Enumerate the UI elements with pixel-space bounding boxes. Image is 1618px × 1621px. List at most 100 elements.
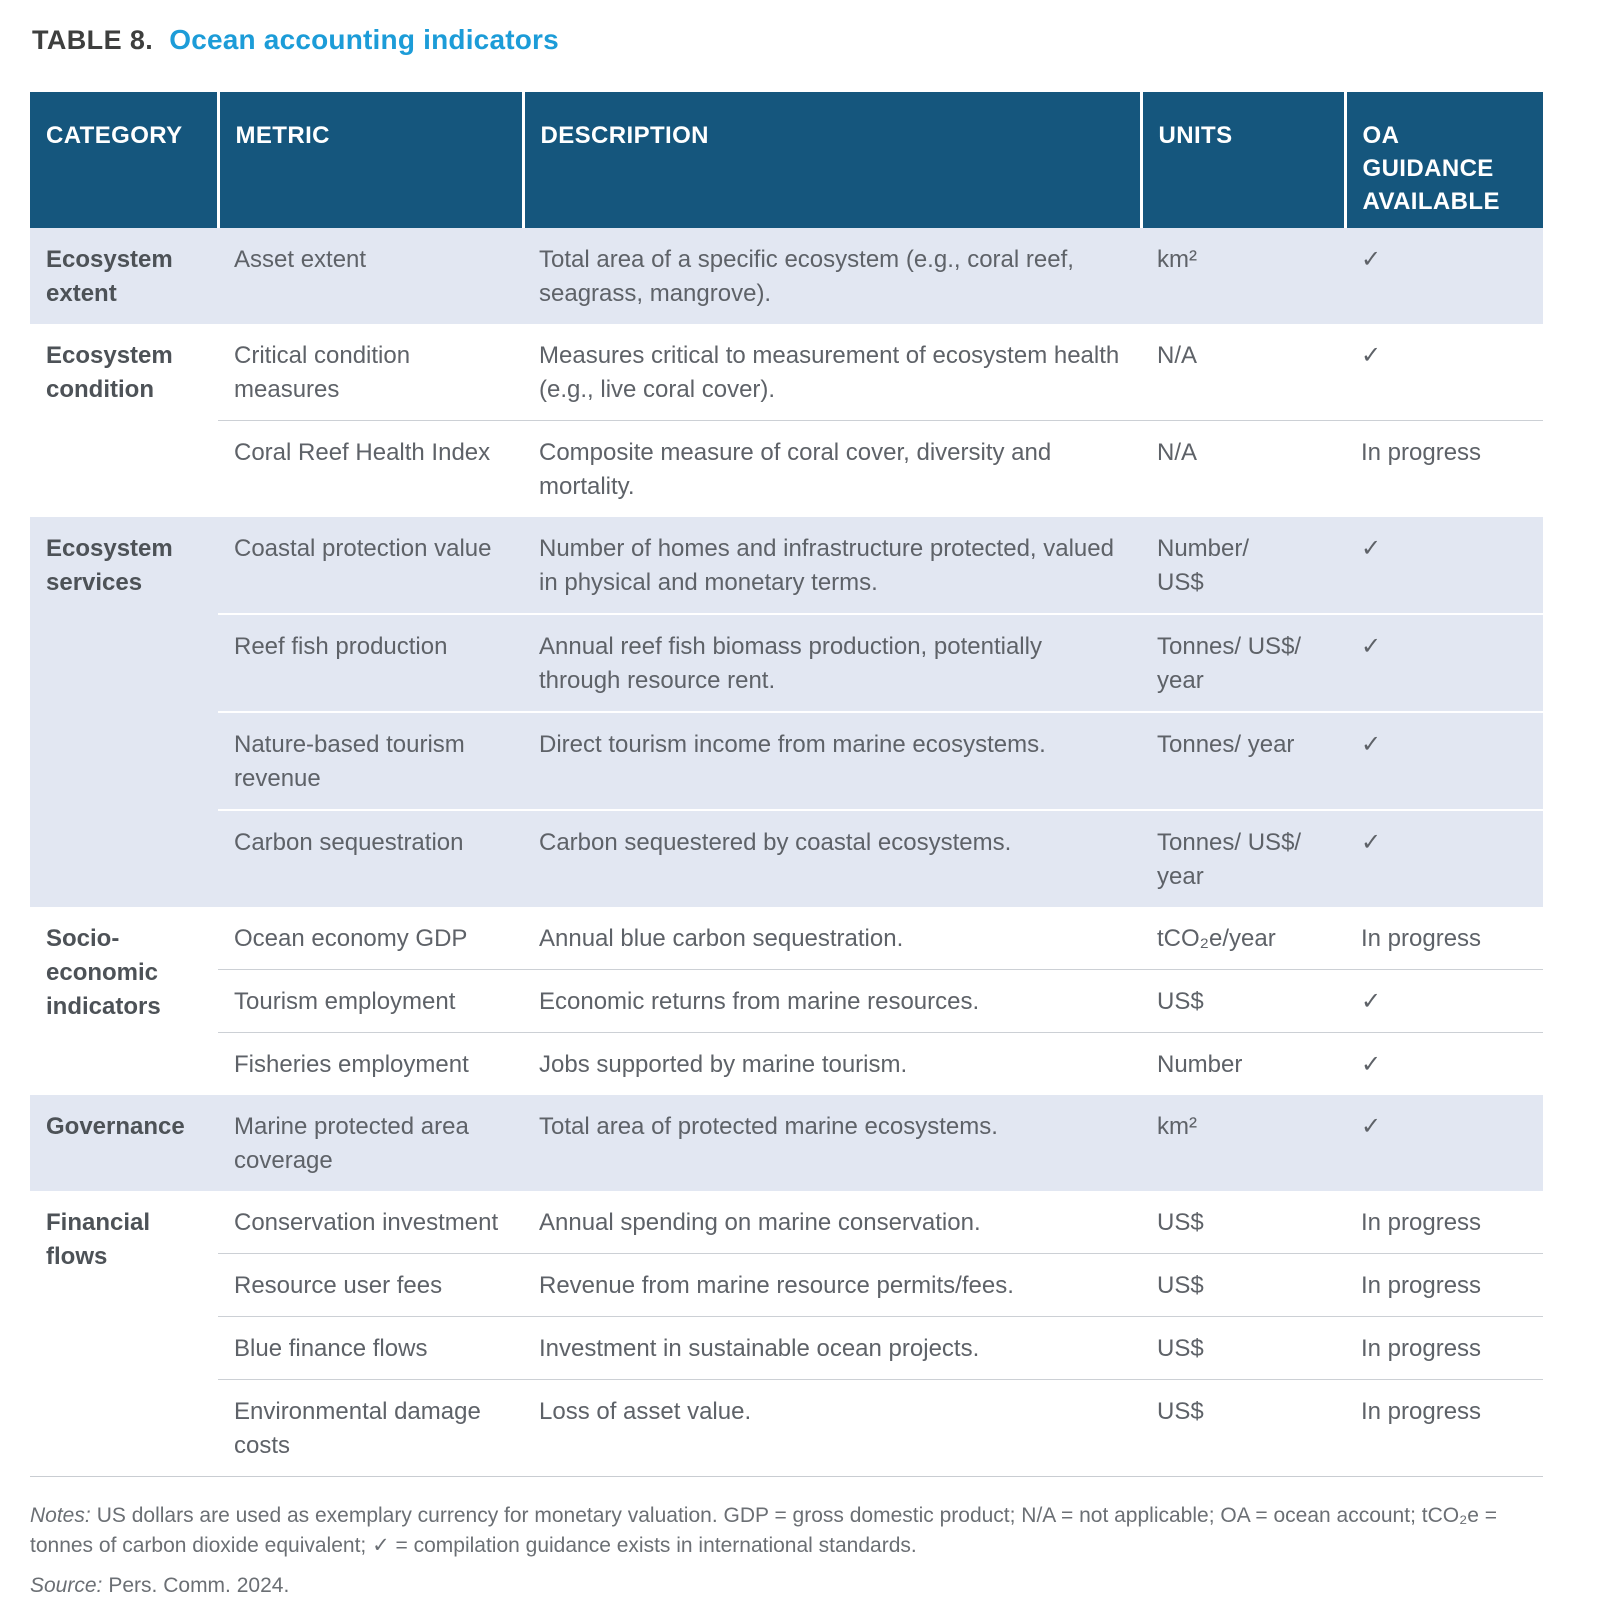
units-cell: Tonnes/ US$/ year [1141, 809, 1345, 907]
units-cell: US$ [1141, 969, 1345, 1033]
source-text: Pers. Comm. 2024. [108, 1574, 290, 1597]
table-row: Ecosystem services Coastal protection val… [30, 517, 1543, 907]
oa-guidance-cell: ✓ [1345, 809, 1543, 907]
table-row: Fisheries employment Jobs supported by ma… [30, 1032, 1543, 1095]
oa-guidance-cell: ✓ [1345, 228, 1543, 324]
oa-guidance-cell: In progress [1345, 1253, 1543, 1317]
notes-label: Notes: [30, 1504, 91, 1527]
notes-text: US dollars are used as exemplary currenc… [30, 1504, 1498, 1557]
category-cell: Socio-economic indicators [46, 925, 161, 1020]
table-heading: Ocean accounting indicators [169, 24, 559, 55]
units-cell: Number/ US$ [1141, 517, 1345, 614]
units-cell: km² [1141, 1095, 1345, 1191]
description-cell: Revenue from marine resource permits/fee… [523, 1253, 1141, 1317]
oa-guidance-cell: In progress [1361, 925, 1482, 952]
oa-guidance-cell: ✓ [1345, 1095, 1543, 1191]
units-cell: US$ [1157, 1209, 1204, 1236]
header-metric: METRIC [218, 92, 525, 228]
oa-guidance-cell: ✓ [1361, 342, 1382, 369]
oa-guidance-cell: ✓ [1345, 517, 1543, 614]
oa-guidance-cell: In progress [1345, 1379, 1543, 1477]
metric-cell: Carbon sequestration [218, 809, 523, 907]
category-cell: Ecosystem services [30, 517, 218, 907]
description-cell: Economic returns from marine resources. [523, 969, 1141, 1033]
metric-cell: Coral Reef Health Index [218, 420, 523, 517]
metric-cell: Coastal protection value [218, 517, 523, 614]
units-cell: Tonnes/ year [1141, 711, 1345, 810]
table-row: Socio-economic indicators Ocean economy G… [30, 907, 1543, 1020]
table-title: TABLE 8. Ocean accounting indicators [32, 24, 1543, 56]
description-cell: Direct tourism income from marine ecosys… [523, 711, 1141, 810]
description-cell: Annual blue carbon sequestration. [539, 925, 904, 952]
table-row: Nature-based tourism revenue Direct touri… [30, 711, 1543, 810]
header-units: UNITS [1141, 92, 1347, 228]
table-row: Ecosystem condition Critical condition me… [30, 324, 1543, 421]
oa-guidance-cell: ✓ [1345, 613, 1543, 712]
ocean-accounting-indicators-table: CATEGORY METRIC DESCRIPTION UNITS OA GUI… [30, 92, 1543, 1477]
metric-cell: Marine protected area coverage [218, 1095, 523, 1191]
table-row: Tourism employment Economic returns from … [30, 969, 1543, 1033]
table-row: Ecosystem extent Asset extent Total area o… [30, 228, 1543, 324]
table-row: Governance Marine protected area coverage… [30, 1095, 1543, 1191]
description-cell: Composite measure of coral cover, divers… [523, 420, 1141, 517]
table-figure: TABLE 8. Ocean accounting indicators CATE… [30, 24, 1543, 1601]
table-number-label: TABLE 8. [32, 25, 154, 55]
metric-cell: Resource user fees [218, 1253, 523, 1317]
table-row: Coral Reef Health Index Composite measure… [30, 420, 1543, 517]
source-line: Source: Pers. Comm. 2024. [30, 1571, 1525, 1601]
header-row: CATEGORY METRIC DESCRIPTION UNITS OA GUI… [30, 92, 1543, 228]
metric-cell: Blue finance flows [218, 1316, 523, 1380]
units-cell: Tonnes/ US$/ year [1141, 613, 1345, 712]
header-oa-guidance: OA GUIDANCE AVAILABLE [1345, 92, 1543, 228]
metric-cell: Environmental damage costs [218, 1379, 523, 1477]
table-row: Environmental damage costs Loss of asset … [30, 1379, 1543, 1477]
units-cell: N/A [1157, 342, 1198, 369]
category-cell: Ecosystem condition [46, 342, 173, 403]
description-cell: Annual reef fish biomass production, pot… [523, 613, 1141, 712]
category-cell: Financial flows [46, 1209, 151, 1270]
table-row: Financial flows Conservation investment An… [30, 1191, 1543, 1270]
table-row: Resource user fees Revenue from marine re… [30, 1253, 1543, 1317]
metric-cell: Asset extent [218, 228, 523, 324]
table-body: Ecosystem extent Asset extent Total area o… [30, 228, 1543, 1477]
source-label: Source: [30, 1574, 103, 1597]
header-category: CATEGORY [30, 92, 220, 228]
description-cell: Investment in sustainable ocean projects… [523, 1316, 1141, 1380]
description-cell: Measures critical to measurement of ecos… [539, 342, 1120, 403]
table-row: Carbon sequestration Carbon sequestered b… [30, 809, 1543, 907]
description-cell: Total area of protected marine ecosystem… [523, 1095, 1141, 1191]
oa-guidance-cell: ✓ [1345, 711, 1543, 810]
table-row: Blue finance flows Investment in sustaina… [30, 1316, 1543, 1380]
units-cell: US$ [1141, 1379, 1345, 1477]
oa-guidance-cell: ✓ [1345, 1032, 1543, 1095]
table-row: Reef fish production Annual reef fish bio… [30, 613, 1543, 712]
metric-cell: Fisheries employment [218, 1032, 523, 1095]
notes-line: Notes: US dollars are used as exemplary c… [30, 1501, 1525, 1561]
oa-guidance-cell: ✓ [1345, 969, 1543, 1033]
footnotes: Notes: US dollars are used as exemplary c… [30, 1501, 1525, 1601]
description-cell: Loss of asset value. [523, 1379, 1141, 1477]
description-cell: Annual spending on marine conservation. [539, 1209, 981, 1236]
units-cell: Number [1141, 1032, 1345, 1095]
units-cell: N/A [1141, 420, 1345, 517]
description-cell: Carbon sequestered by coastal ecosystems… [523, 809, 1141, 907]
header-description: DESCRIPTION [523, 92, 1143, 228]
description-cell: Total area of a specific ecosystem (e.g.… [523, 228, 1141, 324]
units-cell: km² [1141, 228, 1345, 324]
description-cell: Number of homes and infrastructure prote… [523, 517, 1141, 614]
oa-guidance-cell: In progress [1345, 1316, 1543, 1380]
category-cell: Ecosystem extent [30, 228, 218, 324]
oa-guidance-cell: In progress [1361, 1209, 1482, 1236]
units-cell: US$ [1141, 1316, 1345, 1380]
category-cell: Governance [30, 1095, 218, 1191]
metric-cell: Nature-based tourism revenue [218, 711, 523, 810]
metric-cell: Ocean economy GDP [234, 925, 468, 952]
metric-cell: Critical condition measures [234, 342, 411, 403]
table-header: CATEGORY METRIC DESCRIPTION UNITS OA GUI… [30, 92, 1543, 228]
units-cell: tCO₂e/year [1157, 925, 1276, 952]
metric-cell: Reef fish production [218, 613, 523, 712]
description-cell: Jobs supported by marine tourism. [523, 1032, 1141, 1095]
oa-guidance-cell: In progress [1345, 420, 1543, 517]
metric-cell: Tourism employment [218, 969, 523, 1033]
